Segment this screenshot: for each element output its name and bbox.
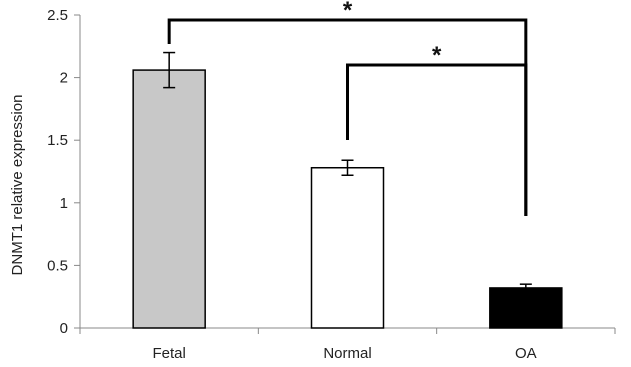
y-tick-label: 2.5 [47, 7, 68, 24]
bar-normal [310, 166, 385, 329]
plot-area: 0 0.5 1 1.5 2 2.5 Fetal Normal OA * * [47, 0, 616, 362]
x-tick-label: Normal [323, 345, 371, 362]
y-tick-label: 1 [60, 195, 68, 212]
significance-bracket [346, 63, 528, 216]
significance-star: * [432, 42, 442, 69]
bar-oa [489, 287, 563, 329]
significance-star: * [343, 0, 353, 24]
x-tick-label: Fetal [152, 345, 185, 362]
y-tick-label: 2 [60, 70, 68, 87]
bar-fetal [132, 69, 206, 329]
y-axis-title: DNMT1 relative expression [9, 95, 26, 276]
y-tick-label: 0 [60, 320, 68, 337]
y-tick-label: 1.5 [47, 132, 68, 149]
x-tick-label: OA [515, 345, 537, 362]
y-tick-label: 0.5 [47, 257, 68, 274]
